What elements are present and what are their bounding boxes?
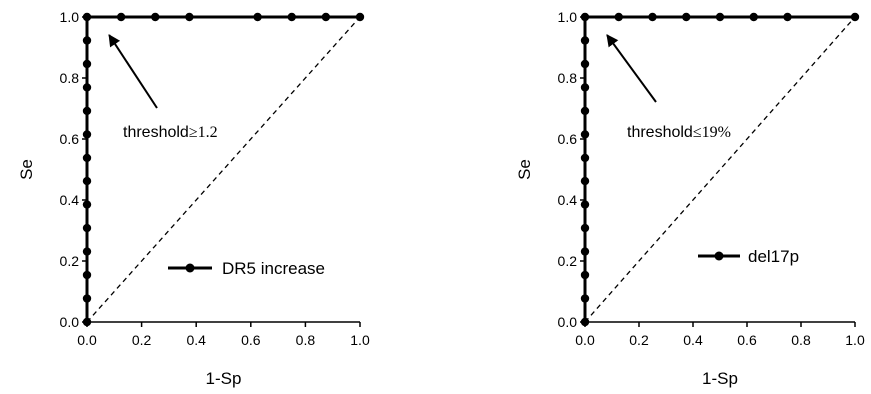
data-point <box>580 36 590 45</box>
threshold-label: threshold≥1.2 <box>123 124 218 141</box>
data-point <box>287 12 296 22</box>
data-point <box>580 176 590 186</box>
x-tick-label: 1.0 <box>350 332 370 348</box>
data-point <box>82 294 92 303</box>
data-point <box>580 317 590 327</box>
x-tick-label: 0.4 <box>683 332 703 348</box>
x-tick-label: 1.0 <box>845 332 865 348</box>
x-axis-title: 1-Sp <box>206 369 242 388</box>
legend-label: del17p <box>748 247 799 266</box>
data-point <box>850 12 860 22</box>
data-point <box>116 12 126 22</box>
y-axis-title: Se <box>515 159 534 180</box>
legend: DR5 increase <box>168 259 325 278</box>
y-tick-label: 0.2 <box>558 253 578 269</box>
data-point <box>82 176 92 186</box>
threshold-value: 1.2 <box>198 124 218 141</box>
y-tick-label: 0.4 <box>60 192 80 208</box>
data-point <box>580 153 590 163</box>
threshold-arrow <box>108 34 158 109</box>
data-point <box>355 12 365 22</box>
threshold-annotation: threshold≤19% <box>606 34 731 141</box>
data-point <box>580 294 590 303</box>
y-tick-label: 0.6 <box>60 131 80 147</box>
x-tick-label: 0.6 <box>241 332 261 348</box>
data-point <box>82 106 92 116</box>
data-point <box>82 59 92 69</box>
y-tick-label: 0.8 <box>558 70 578 86</box>
data-point <box>749 12 758 22</box>
reference-diagonal <box>584 16 856 323</box>
data-point <box>580 223 590 233</box>
y-tick-label: 0.0 <box>558 314 578 330</box>
legend: del17p <box>698 247 799 266</box>
y-axis-title: Se <box>17 159 36 180</box>
data-point <box>82 130 92 139</box>
roc-panel-del17p: 0.0 0.2 0.4 0.6 0.8 1.0 0.0 0.2 0.4 0.6 0.8 1.0 1-S… <box>515 9 865 388</box>
x-tick-label: 0.6 <box>737 332 757 348</box>
y-tick-label: 1.0 <box>558 9 578 25</box>
roc-panel-dr5: 0.0 0.2 0.4 0.6 0.8 1.0 0.0 0.2 0.4 0.6 0.8 1.0 1-S… <box>17 9 370 388</box>
data-point <box>580 83 590 92</box>
data-point <box>580 200 590 209</box>
threshold-word: threshold <box>123 124 189 141</box>
data-point <box>82 83 92 92</box>
y-tick-label: 0.6 <box>558 131 578 147</box>
x-tick-label: 0.8 <box>791 332 811 348</box>
data-point <box>82 270 92 280</box>
y-tick-label: 0.2 <box>60 253 80 269</box>
threshold-arrow <box>606 34 657 103</box>
x-tick-label: 0.2 <box>629 332 649 348</box>
y-tick-label: 0.0 <box>60 314 80 330</box>
y-tick-label: 0.8 <box>60 70 80 86</box>
data-point <box>783 12 792 22</box>
data-point <box>82 247 92 256</box>
data-point <box>580 270 590 280</box>
x-tick-label: 0.2 <box>132 332 152 348</box>
legend-marker <box>185 263 195 273</box>
data-point <box>82 153 92 163</box>
data-point <box>253 12 262 22</box>
data-point <box>151 12 160 22</box>
y-tick-label: 1.0 <box>60 9 80 25</box>
x-axis-title: 1-Sp <box>702 369 738 388</box>
threshold-value: 19% <box>702 124 731 141</box>
data-point <box>82 200 92 209</box>
x-tick-label: 0.8 <box>296 332 316 348</box>
data-point <box>682 12 691 22</box>
roc-series <box>580 12 860 327</box>
data-point <box>580 130 590 139</box>
tick-labels: 0.0 0.2 0.4 0.6 0.8 1.0 0.0 0.2 0.4 0.6 0.8 1.0 <box>60 9 370 348</box>
data-point <box>321 12 331 22</box>
data-point <box>648 12 657 22</box>
data-point <box>82 223 92 233</box>
roc-series <box>82 12 365 327</box>
x-tick-label: 0.0 <box>575 332 595 348</box>
data-point <box>580 247 590 256</box>
data-point <box>614 12 623 22</box>
legend-label: DR5 increase <box>222 259 325 278</box>
threshold-symbol: ≥ <box>189 124 198 141</box>
reference-line <box>584 16 856 323</box>
threshold-annotation: threshold≥1.2 <box>108 34 218 141</box>
x-tick-label: 0.0 <box>77 332 97 348</box>
y-tick-label: 0.4 <box>558 192 578 208</box>
data-point <box>82 12 92 22</box>
legend-marker <box>714 251 724 261</box>
data-point <box>185 12 194 22</box>
threshold-word: threshold <box>627 124 693 141</box>
x-tick-label: 0.4 <box>186 332 206 348</box>
tick-labels: 0.0 0.2 0.4 0.6 0.8 1.0 0.0 0.2 0.4 0.6 0.8 1.0 <box>558 9 865 348</box>
data-point <box>580 106 590 116</box>
data-point <box>82 36 92 45</box>
data-point <box>580 59 590 69</box>
threshold-symbol: ≤ <box>693 124 702 141</box>
threshold-label: threshold≤19% <box>627 124 731 141</box>
data-point <box>580 12 590 22</box>
data-point <box>715 12 725 22</box>
data-point <box>82 317 92 327</box>
